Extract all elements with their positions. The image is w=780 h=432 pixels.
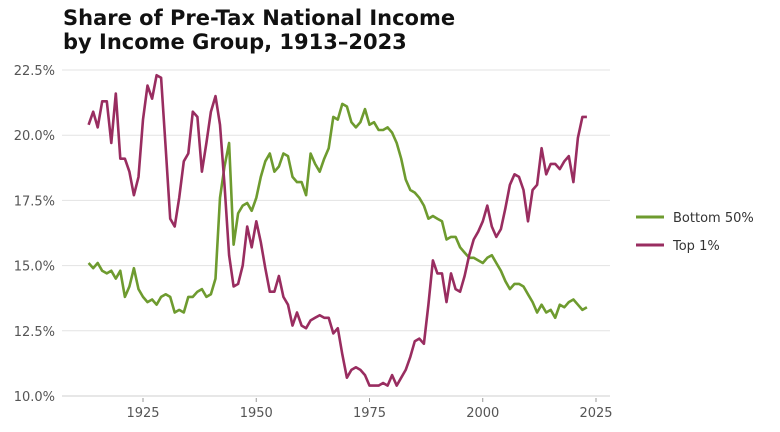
series-line-bottom-50- xyxy=(87,102,588,320)
legend-label: Top 1% xyxy=(672,239,720,254)
x-tick-label: 2000 xyxy=(466,406,499,421)
y-tick-label: 10.0% xyxy=(14,390,55,405)
y-tick-label: 20.0% xyxy=(14,129,55,144)
x-tick-label: 1950 xyxy=(240,406,273,421)
y-tick-label: 22.5% xyxy=(14,64,55,79)
x-tick-label: 1975 xyxy=(353,406,386,421)
chart-title-line-1: Share of Pre-Tax National Income xyxy=(63,6,456,30)
x-tick-label: 2025 xyxy=(579,406,612,421)
chart-title-line-2: by Income Group, 1913–2023 xyxy=(63,30,407,54)
y-tick-label: 12.5% xyxy=(14,325,55,340)
legend-label: Bottom 50% xyxy=(673,211,754,226)
series-line-top-1- xyxy=(87,73,587,387)
chart-title: Share of Pre-Tax National Income by Inco… xyxy=(63,6,455,54)
y-tick-label: 17.5% xyxy=(14,194,55,209)
x-tick-label: 1925 xyxy=(126,406,159,421)
y-tick-label: 15.0% xyxy=(14,260,55,275)
